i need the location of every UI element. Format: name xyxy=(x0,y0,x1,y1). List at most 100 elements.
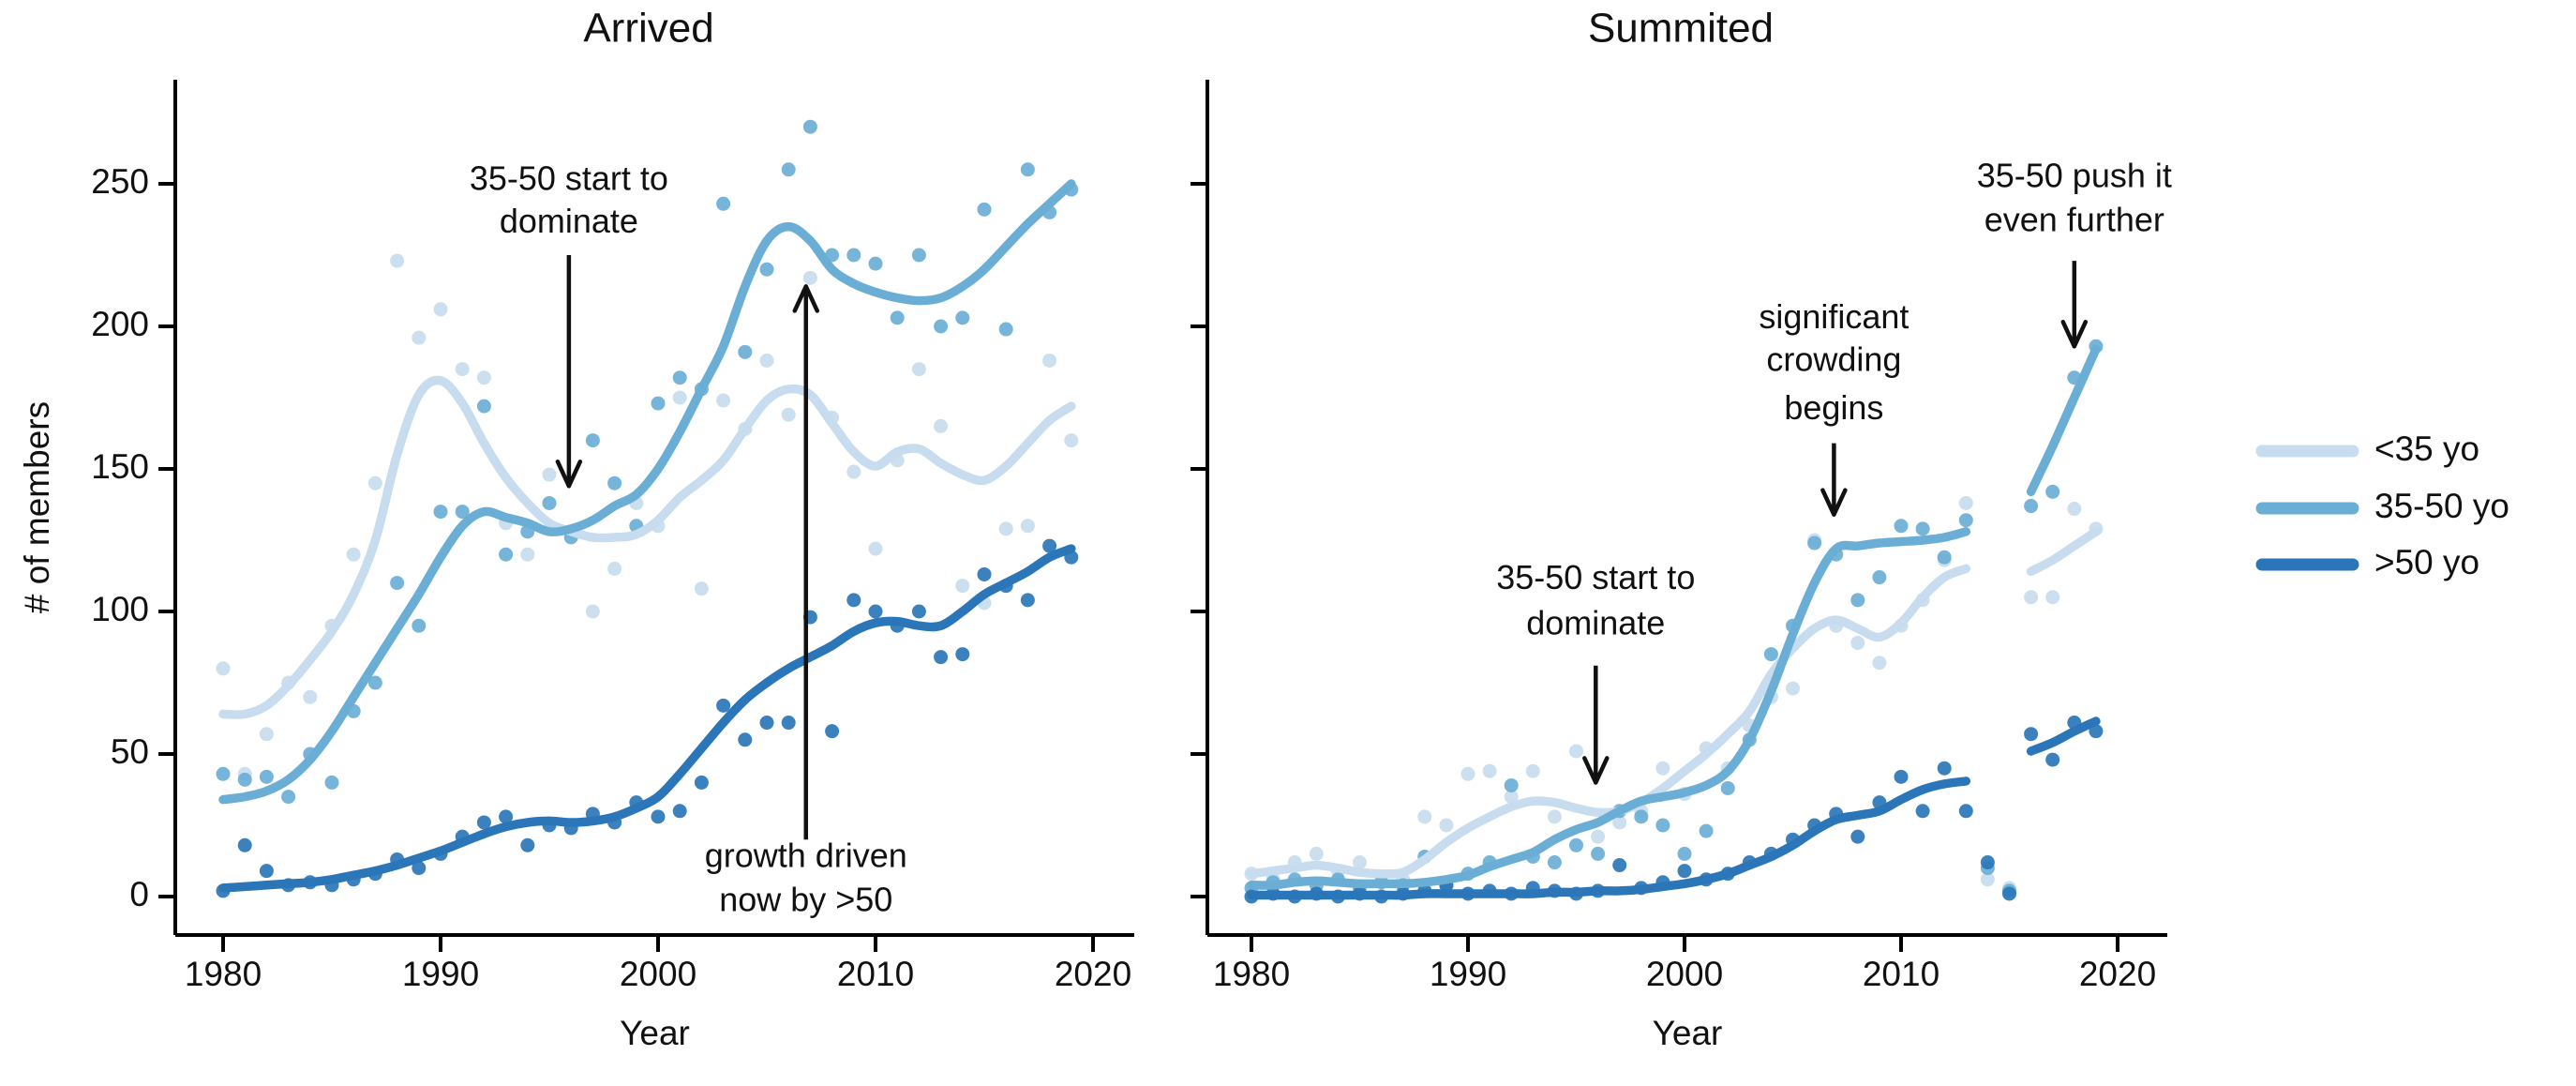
data-point-summited-35-50yo xyxy=(1872,570,1887,585)
data-point-summited-35-50yo xyxy=(1547,855,1562,870)
data-point-arrived-<35yo xyxy=(1042,353,1057,368)
annotation-arrowhead-icon xyxy=(1582,756,1598,785)
y-tick-label: 100 xyxy=(91,590,149,628)
annotation-text-summited: even further xyxy=(1984,201,2164,239)
trend-line-summited-35-50yo xyxy=(2026,344,2101,497)
data-point-arrived-35-50yo xyxy=(585,433,600,448)
data-point-arrived-35-50yo xyxy=(259,769,274,784)
data-point-arrived-<35yo xyxy=(934,418,949,433)
x-tick-label-summited: 2000 xyxy=(1646,955,1723,993)
panel-title-summited: Summited xyxy=(1588,6,1774,52)
data-point-summited-35-50yo xyxy=(1850,593,1865,608)
data-point-summited->50yo xyxy=(1980,855,1995,870)
panel-title-arrived: Arrived xyxy=(583,6,713,52)
data-point-summited-35-50yo xyxy=(1655,818,1670,833)
trend-line-arrived-<35yo xyxy=(218,375,1076,719)
data-point-arrived-<35yo xyxy=(694,581,709,596)
data-point-arrived-<35yo xyxy=(998,521,1013,536)
annotation-text-summited: crowding xyxy=(1766,340,1901,379)
data-point-summited-35-50yo xyxy=(2024,499,2039,514)
data-point-summited-35-50yo xyxy=(1504,777,1519,792)
data-point-summited-<35yo xyxy=(1504,790,1519,805)
trend-line-summited-35-50yo xyxy=(1247,527,1971,890)
data-point-arrived-35-50yo xyxy=(455,505,470,520)
data-point-arrived-35-50yo xyxy=(890,310,905,325)
annotation-arrowhead-icon xyxy=(2072,320,2089,349)
x-tick-label-summited: 1990 xyxy=(1430,955,1506,993)
annotation-text-arrived: 35-50 start to xyxy=(470,158,668,197)
data-point-summited-35-50yo xyxy=(1720,780,1735,795)
data-point-arrived->50yo xyxy=(955,647,970,662)
data-point-arrived->50yo xyxy=(716,698,731,713)
data-point-summited->50yo xyxy=(1850,829,1865,844)
y-tick-label: 250 xyxy=(91,162,149,201)
data-point-summited-<35yo xyxy=(1980,872,1995,887)
data-point-arrived-35-50yo xyxy=(216,766,231,781)
x-tick-label-arrived: 1980 xyxy=(185,955,262,993)
data-point-arrived->50yo xyxy=(846,593,861,608)
legend-label: 35-50 yo xyxy=(2374,487,2509,525)
data-point-arrived-<35yo xyxy=(955,579,970,594)
data-point-arrived-<35yo xyxy=(585,604,600,619)
annotation-arrowhead-icon xyxy=(1594,756,1610,785)
y-tick-label: 150 xyxy=(91,447,149,486)
annotation-text-arrived: dominate xyxy=(500,202,638,240)
data-point-summited-35-50yo xyxy=(1807,535,1822,551)
data-point-summited-<35yo xyxy=(1591,829,1606,844)
data-point-arrived-35-50yo xyxy=(802,119,817,134)
data-point-arrived->50yo xyxy=(259,864,274,879)
x-axis-label-arrived: Year xyxy=(620,1014,690,1052)
data-point-arrived->50yo xyxy=(237,837,252,852)
data-point-arrived-<35yo xyxy=(716,393,731,408)
data-point-summited-<35yo xyxy=(1439,818,1454,833)
data-point-arrived-<35yo xyxy=(303,689,318,704)
x-tick-label-summited: 2010 xyxy=(1863,955,1939,993)
data-point-arrived-35-50yo xyxy=(977,202,992,217)
data-point-summited-<35yo xyxy=(1958,495,1973,510)
x-tick-label-arrived: 2020 xyxy=(1055,955,1131,993)
data-point-arrived-35-50yo xyxy=(716,196,731,211)
trend-line-summited-<35yo xyxy=(2026,527,2101,577)
data-point-summited-35-50yo xyxy=(2045,484,2060,499)
data-point-arrived->50yo xyxy=(694,775,709,790)
data-point-summited-35-50yo xyxy=(1915,521,1930,536)
x-tick-label-arrived: 2000 xyxy=(620,955,696,993)
annotation-text-arrived: now by >50 xyxy=(719,881,892,919)
data-point-arrived-35-50yo xyxy=(911,248,926,263)
data-point-arrived-<35yo xyxy=(433,302,448,317)
data-point-summited-<35yo xyxy=(1482,763,1497,778)
data-point-arrived-<35yo xyxy=(476,370,491,385)
annotation-text-summited: dominate xyxy=(1526,604,1665,642)
data-point-summited-<35yo xyxy=(1309,846,1324,861)
y-tick-label: 200 xyxy=(91,305,149,343)
data-point-summited-<35yo xyxy=(1417,809,1432,824)
legend-label: <35 yo xyxy=(2374,430,2479,468)
annotation-text-summited: 35-50 start to xyxy=(1496,558,1695,596)
data-point-arrived-<35yo xyxy=(1020,519,1035,534)
data-point-summited-35-50yo xyxy=(1894,519,1909,534)
data-point-arrived-35-50yo xyxy=(367,675,382,690)
data-point-arrived-35-50yo xyxy=(542,495,557,510)
data-point-arrived-35-50yo xyxy=(955,310,970,325)
data-point-summited-35-50yo xyxy=(1569,837,1583,852)
data-point-arrived->50yo xyxy=(1042,538,1057,553)
data-point-arrived-35-50yo xyxy=(998,322,1013,337)
data-point-arrived-35-50yo xyxy=(390,576,405,591)
data-point-summited-35-50yo xyxy=(1677,846,1692,861)
data-point-arrived-<35yo xyxy=(759,353,774,368)
data-point-arrived->50yo xyxy=(412,861,427,876)
y-tick-label: 0 xyxy=(129,875,149,913)
annotation-text-arrived: growth driven xyxy=(705,836,907,874)
data-point-arrived-<35yo xyxy=(520,547,535,562)
annotation-text-summited: begins xyxy=(1784,388,1883,427)
data-point-summited-35-50yo xyxy=(1937,550,1952,565)
data-point-summited-<35yo xyxy=(2024,590,2039,605)
legend-label: >50 yo xyxy=(2374,543,2479,581)
data-point-summited->50yo xyxy=(1937,761,1952,776)
trend-line-arrived-35-50yo xyxy=(218,179,1076,805)
data-point-arrived-<35yo xyxy=(346,547,361,562)
data-point-arrived-35-50yo xyxy=(237,772,252,787)
data-point-arrived-35-50yo xyxy=(476,399,491,414)
data-point-summited-35-50yo xyxy=(1763,647,1778,662)
